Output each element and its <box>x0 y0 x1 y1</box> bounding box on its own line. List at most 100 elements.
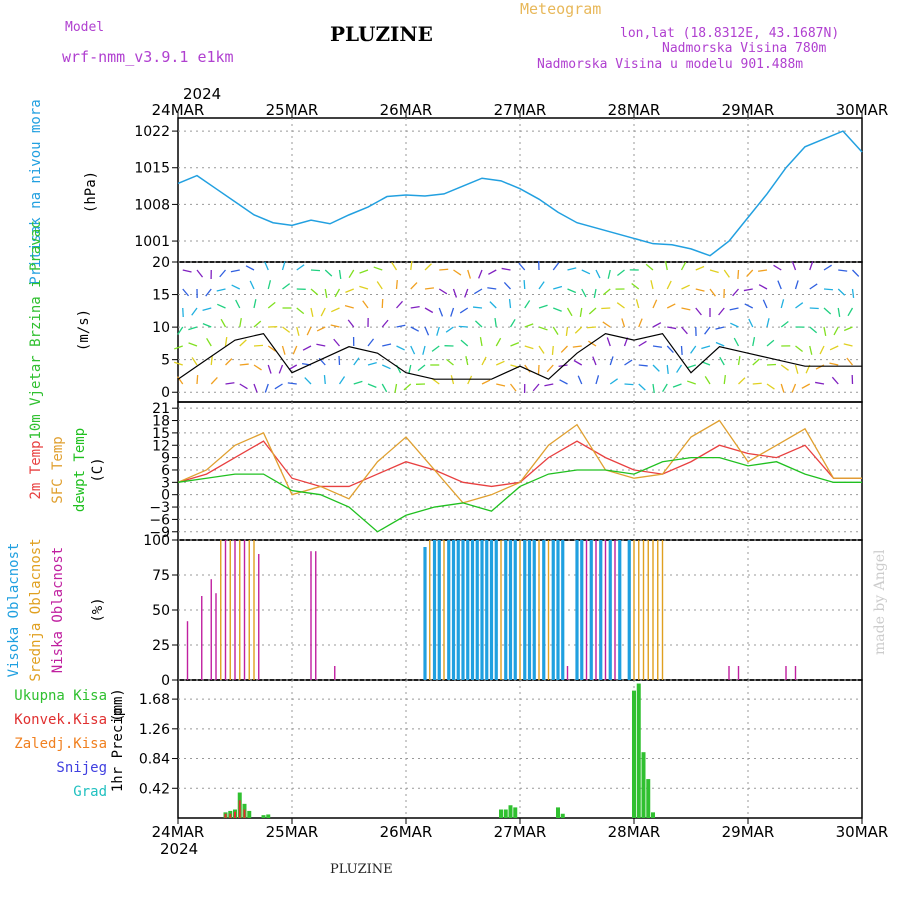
mid-cloud-bar-9 <box>538 540 540 680</box>
wind-arrow-163 <box>508 298 512 309</box>
low-cloud-bar-1 <box>201 596 203 680</box>
wind-arrow-280 <box>746 269 754 278</box>
high-cloud-bar-9 <box>475 540 479 680</box>
wind-arrow-208 <box>592 356 597 366</box>
wind-arrow-108 <box>396 324 406 328</box>
wind-arrow-281 <box>743 288 753 292</box>
wind-arrow-155 <box>487 287 497 290</box>
wind-arrow-302 <box>794 280 799 290</box>
wind-arrow-102 <box>382 343 392 347</box>
mid-cloud-bar-16 <box>657 540 659 680</box>
wind-arrow-276 <box>730 322 739 328</box>
wind-arrow-254 <box>695 307 702 316</box>
wind-arrow-162 <box>503 281 511 290</box>
precip-conv-bar-2 <box>234 811 236 818</box>
wind-arrow-13 <box>196 374 199 385</box>
wind-arrow-237 <box>652 383 655 394</box>
wind-arrow-65 <box>310 307 314 317</box>
wind-arrow-99 <box>376 281 383 290</box>
wind-arrow-329 <box>852 269 860 277</box>
precip-total-bar-13 <box>560 813 565 818</box>
wind-arrow-153 <box>481 379 491 385</box>
wind-arrow-123 <box>422 345 426 355</box>
high-cloud-bar-7 <box>466 540 470 680</box>
wind-arrow-322 <box>838 269 848 272</box>
wind-arrow-318 <box>823 326 827 336</box>
wind-arrow-297 <box>780 320 789 328</box>
time-label-bottom-3: 27MAR <box>494 823 547 841</box>
wind-arrow-161 <box>501 267 511 271</box>
precip-total-bar-16 <box>641 752 646 818</box>
sfc-line <box>177 419 862 504</box>
low-cloud-bar-11 <box>566 666 569 680</box>
wind-arrow-219 <box>616 302 625 309</box>
pressure-line <box>177 130 863 257</box>
ytick-label-1-4: 20 <box>152 255 170 271</box>
low-cloud-bar-5 <box>234 540 236 680</box>
wind-arrow-247 <box>681 307 691 311</box>
high-cloud-bar-23 <box>561 540 565 680</box>
wind-arrow-12 <box>191 357 198 366</box>
wind-arrow-262 <box>704 326 711 335</box>
time-label-top-5: 29MAR <box>722 101 775 119</box>
wind-arrow-76 <box>323 374 326 385</box>
wind-arrow-160 <box>496 383 506 387</box>
wind-arrow-29 <box>231 284 241 290</box>
wind-arrow-143 <box>458 325 468 328</box>
wind-arrow-305 <box>795 345 803 353</box>
wind-arrow-95 <box>367 338 375 347</box>
wind-arrow-133 <box>453 269 462 276</box>
wind-arrow-249 <box>680 345 683 356</box>
wind-arrow-120 <box>424 287 435 290</box>
low-cloud-bar-12 <box>585 540 588 680</box>
time-label-bottom-4: 28MAR <box>608 823 661 841</box>
wind-arrow-84 <box>348 269 355 279</box>
wind-arrow-232 <box>650 280 654 290</box>
wind-arrow-334 <box>846 357 854 366</box>
wind-arrow-269 <box>715 326 725 330</box>
high-cloud-bar-1 <box>432 540 437 680</box>
wind-arrow-195 <box>559 379 568 385</box>
wind-arrow-265 <box>704 376 711 385</box>
wind-arrow-235 <box>652 345 663 348</box>
wind-arrow-245 <box>680 261 687 271</box>
wind-arrow-149 <box>472 306 483 309</box>
wind-arrow-145 <box>465 356 469 366</box>
wind-arrow-328 <box>831 376 839 385</box>
ytick-label-2-9: 18 <box>152 414 170 430</box>
model-altitude-label: Nadmorska Visina u modelu 901.488m <box>537 57 804 72</box>
wind-arrow-73 <box>316 326 326 332</box>
wind-arrow-121 <box>424 307 434 314</box>
wind-arrow-89 <box>353 357 360 366</box>
wind-arrow-197 <box>581 288 587 298</box>
wind-arrow-17 <box>202 323 212 328</box>
low-cloud-bar-13 <box>595 540 597 680</box>
wind-arrow-268 <box>718 307 725 316</box>
wind-arrow-213 <box>602 321 611 328</box>
wind-arrow-55 <box>274 383 283 390</box>
wind-arrow-326 <box>829 345 839 351</box>
wind-arrow-286 <box>752 382 762 385</box>
wind-arrow-215 <box>609 356 614 366</box>
temp-unit: (C) <box>90 457 106 482</box>
wind-arrow-25 <box>224 336 228 347</box>
wind-arrow-128 <box>438 307 444 317</box>
mid-cloud-bar-14 <box>647 540 649 680</box>
wind-arrow-147 <box>478 269 483 279</box>
wind-arrow-291 <box>766 339 775 347</box>
wind-arrow-90 <box>353 380 363 385</box>
high-cloud-bar-20 <box>542 540 546 680</box>
wind-ylabel: 10m Vjetar Brzina i Pravac <box>28 220 44 439</box>
wind-arrow-16 <box>202 307 212 311</box>
low-cloud-bar-18 <box>785 666 787 680</box>
dewpt-ylabel: dewpt Temp <box>72 428 88 512</box>
wind-arrow-26 <box>225 358 233 366</box>
wind-arrow-283 <box>748 318 754 328</box>
wind-arrow-0 <box>182 269 192 273</box>
time-label-bottom-1: 25MAR <box>266 823 319 841</box>
high-cloud-bar-18 <box>527 540 532 680</box>
wind-arrow-34 <box>239 383 248 390</box>
wind-arrow-146 <box>467 375 473 385</box>
wind-arrow-278 <box>737 356 741 366</box>
ytick-label-2-1: −6 <box>149 512 170 528</box>
